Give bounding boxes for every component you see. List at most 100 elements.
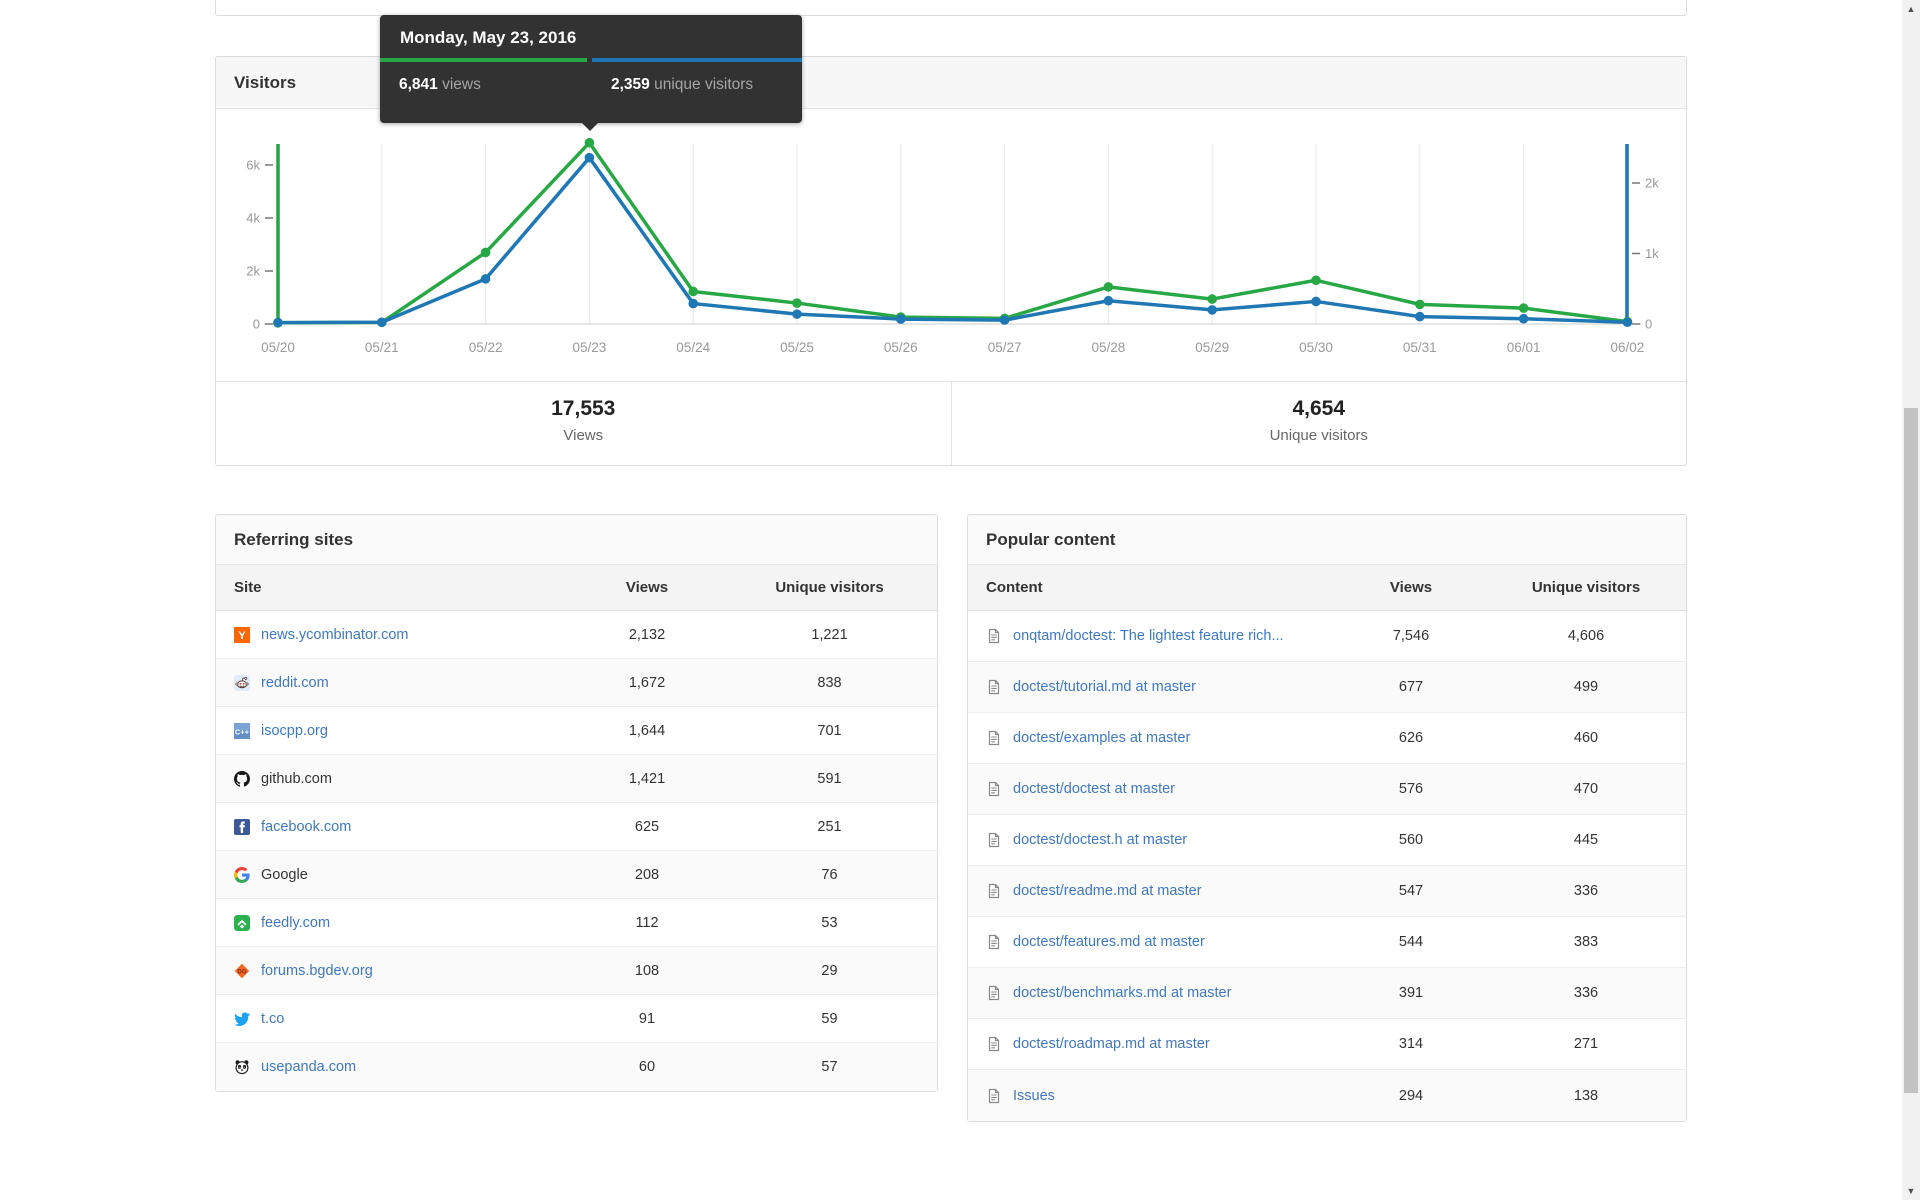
- views-cell: 560: [1398, 832, 1424, 848]
- views-cell: 1,421: [628, 770, 666, 787]
- x-axis-label: 06/02: [1611, 340, 1645, 355]
- views-point[interactable]: [1207, 294, 1217, 304]
- visitors-title: Visitors: [234, 72, 297, 92]
- content-link[interactable]: doctest/examples at master: [1013, 730, 1191, 746]
- unique-visitors-point[interactable]: [1415, 311, 1425, 322]
- tooltip-values-row: 6,841 views 2,359 unique visitors: [380, 58, 802, 120]
- popular-content-title: Popular content: [968, 515, 1686, 565]
- scrollbar-track[interactable]: ▲ ▼: [1902, 0, 1920, 1200]
- unique-visitors-point[interactable]: [1622, 317, 1633, 328]
- content-link[interactable]: doctest/benchmarks.md at master: [1013, 985, 1232, 1001]
- site-link[interactable]: facebook.com: [261, 818, 352, 835]
- site-link[interactable]: forums.bgdev.org: [261, 962, 373, 979]
- tooltip-arrow: [582, 123, 598, 131]
- chart-tooltip: Monday, May 23, 2016 6,841 views 2,359 u…: [380, 15, 802, 131]
- table-row: doctest/tutorial.md at master 677 499: [968, 662, 1686, 713]
- twitter-icon: [234, 1011, 250, 1027]
- content-link[interactable]: doctest/doctest.h at master: [1013, 832, 1188, 848]
- traffic-chart-svg[interactable]: 0 2k 4k 6k 0 1k 2k 05/20 05/21 05/22 05/23 05/24 05/…: [216, 109, 1686, 381]
- views-point[interactable]: [1103, 282, 1114, 292]
- unique-visitors-point[interactable]: [377, 317, 387, 328]
- content-cell: doctest/readme.md at master: [968, 883, 1336, 899]
- site-link[interactable]: news.ycombinator.com: [261, 626, 409, 643]
- unique-visitors-point[interactable]: [1103, 295, 1114, 306]
- left-axis-tick-label: 4k: [246, 211, 260, 226]
- table-row: doctest/examples at master 626 460: [968, 713, 1686, 764]
- unique-visitors-cell: 53: [821, 914, 838, 931]
- views-cell: 626: [1398, 730, 1424, 746]
- site-link[interactable]: usepanda.com: [261, 1059, 357, 1075]
- content-link[interactable]: onqtam/doctest: The lightest feature ric…: [1013, 628, 1284, 644]
- column-header-views: Views: [1389, 579, 1433, 596]
- views-cell: 112: [635, 914, 659, 931]
- table-row: Issues 294 138: [968, 1070, 1686, 1121]
- table-row: t.co 91 59: [216, 995, 937, 1043]
- facebook-icon: [234, 818, 250, 835]
- table-row: doctest/features.md at master 544 383: [968, 917, 1686, 968]
- previous-panel-bottom: [215, 0, 1687, 16]
- unique-visitors-cell: 445: [1573, 832, 1599, 848]
- tooltip-views-value: 6,841: [399, 76, 438, 93]
- unique-visitors-point[interactable]: [688, 298, 698, 309]
- views-point[interactable]: [584, 137, 595, 148]
- column-header-unique-visitors: Unique visitors: [1531, 579, 1641, 596]
- content-cell: doctest/examples at master: [968, 730, 1336, 746]
- views-point[interactable]: [792, 298, 802, 308]
- views-point[interactable]: [1311, 275, 1321, 286]
- unique-visitors-cell: 336: [1573, 883, 1599, 899]
- views-cell: 2,132: [628, 626, 666, 643]
- unique-visitors-point[interactable]: [1207, 305, 1217, 315]
- content-link[interactable]: Issues: [1013, 1087, 1055, 1104]
- views-cell: 208: [634, 866, 660, 883]
- table-row: doctest/doctest.h at master 560 445: [968, 815, 1686, 866]
- total-views-label: Views: [563, 427, 604, 444]
- totals-summary: 17,553 Views 4,654 Unique visitors: [216, 381, 1686, 465]
- site-link[interactable]: t.co: [261, 1010, 285, 1027]
- views-cell: 294: [1398, 1087, 1424, 1104]
- unique-visitors-point[interactable]: [999, 315, 1010, 325]
- unique-visitors-point[interactable]: [1518, 313, 1529, 324]
- scrollbar-thumb[interactable]: [1904, 408, 1918, 1093]
- unique-visitors-point[interactable]: [1311, 296, 1321, 307]
- x-axis-label: 05/27: [988, 340, 1022, 355]
- content-link[interactable]: doctest/roadmap.md at master: [1013, 1036, 1210, 1052]
- content-link[interactable]: doctest/tutorial.md at master: [1013, 679, 1196, 695]
- tooltip-unique-value: 2,359: [611, 76, 650, 93]
- unique-visitors-point[interactable]: [480, 274, 491, 284]
- site-link[interactable]: isocpp.org: [261, 722, 328, 739]
- unique-visitors-cell: 59: [821, 1010, 838, 1027]
- scrollbar-up-arrow[interactable]: ▲: [1906, 4, 1916, 14]
- table-row: Google 208 76: [216, 851, 937, 899]
- views-point[interactable]: [688, 286, 698, 297]
- total-unique-value: 4,654: [1292, 397, 1346, 420]
- views-point[interactable]: [1518, 303, 1529, 313]
- views-cell: 544: [1398, 934, 1424, 950]
- content-link[interactable]: doctest/readme.md at master: [1013, 883, 1202, 899]
- content-link[interactable]: doctest/doctest at master: [1013, 781, 1175, 797]
- unique-visitors-point[interactable]: [792, 309, 802, 319]
- feedly-icon: [234, 914, 250, 931]
- traffic-chart[interactable]: 0 2k 4k 6k 0 1k 2k 05/20 05/21 05/22 05/23 05/24 05/…: [216, 109, 1686, 381]
- total-unique-label: Unique visitors: [1269, 427, 1368, 444]
- unique-visitors-point[interactable]: [584, 152, 595, 163]
- views-point[interactable]: [480, 247, 491, 258]
- scrollbar-down-arrow[interactable]: ▼: [1906, 1186, 1916, 1196]
- svg-text:Y: Y: [238, 630, 246, 642]
- views-point[interactable]: [1415, 299, 1425, 310]
- column-header-unique-visitors: Unique visitors: [775, 579, 884, 596]
- table-row: C++ isocpp.org 1,644 701: [216, 707, 937, 755]
- views-line: [276, 140, 1630, 325]
- svg-text:DG: DG: [238, 969, 247, 975]
- unique-visitors-point[interactable]: [896, 314, 906, 324]
- unique-visitors-line: [276, 155, 1630, 325]
- content-link[interactable]: doctest/features.md at master: [1013, 934, 1205, 950]
- unique-visitors-cell: 57: [821, 1059, 838, 1075]
- site-link[interactable]: feedly.com: [261, 914, 331, 931]
- site-link[interactable]: reddit.com: [261, 674, 329, 691]
- table-row: github.com 1,421 591: [216, 755, 937, 803]
- views-cell: 7,546: [1392, 628, 1430, 644]
- content-cell: doctest/features.md at master: [968, 934, 1336, 950]
- unique-visitors-point[interactable]: [273, 317, 283, 328]
